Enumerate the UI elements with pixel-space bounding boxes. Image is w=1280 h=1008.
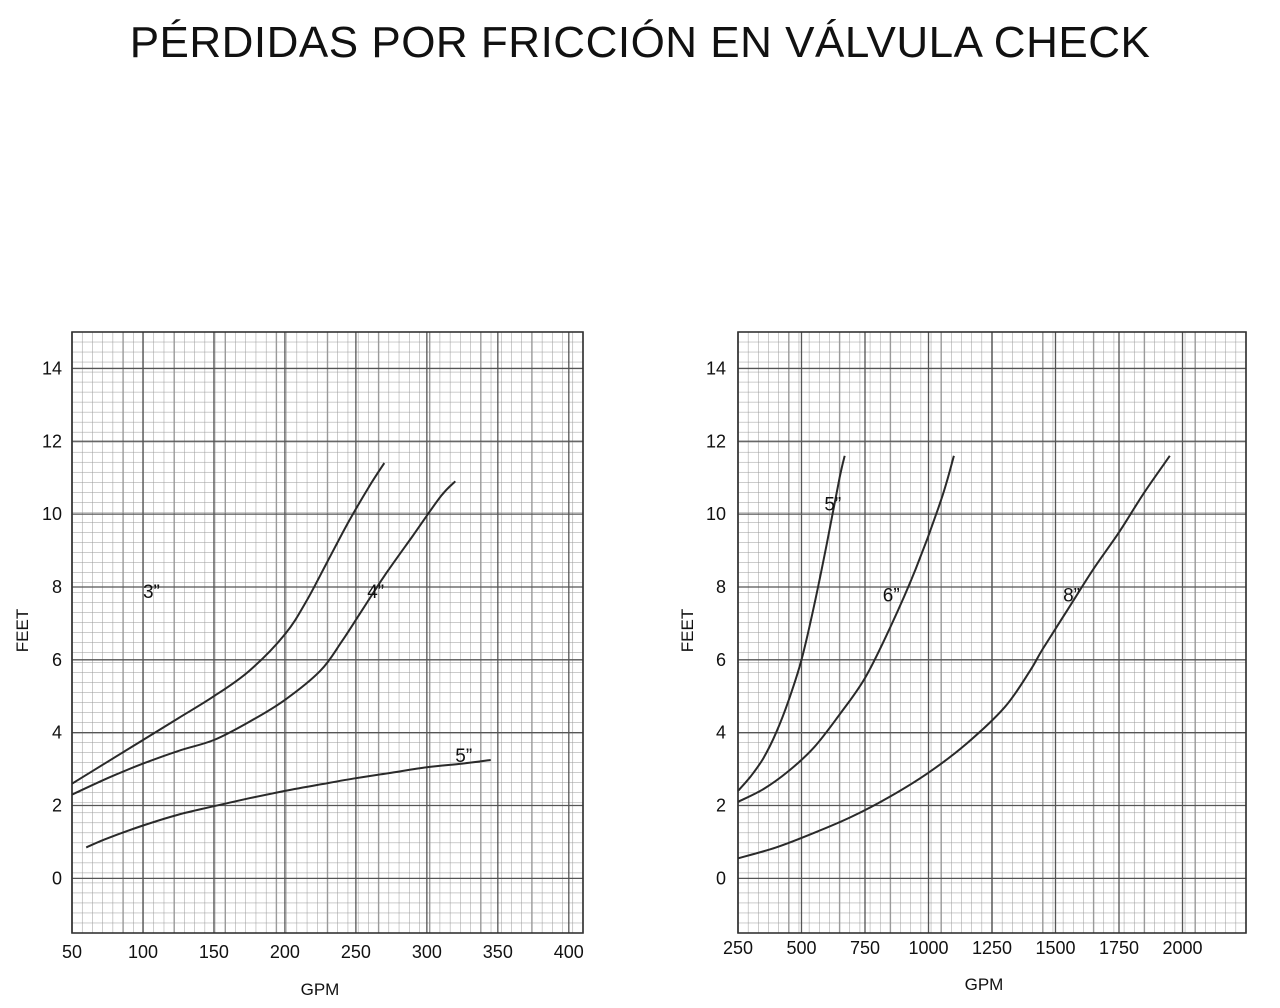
x-tick-label: 1000 — [908, 938, 948, 958]
y-tick-label: 12 — [42, 431, 62, 451]
y-tick-label: 6 — [716, 650, 726, 670]
x-tick-label: 100 — [128, 942, 158, 962]
y-tick-label: 10 — [706, 504, 726, 524]
series-label-2: 5” — [455, 746, 472, 767]
plot-frame — [71, 331, 584, 934]
x-tick-label: 2000 — [1162, 938, 1202, 958]
y-tick-label: 8 — [716, 577, 726, 597]
x-tick-label: 1500 — [1035, 938, 1075, 958]
x-axis-label: GPM — [301, 980, 340, 999]
page-title: PÉRDIDAS POR FRICCIÓN EN VÁLVULA CHECK — [129, 18, 1151, 67]
y-tick-label: 4 — [716, 723, 726, 743]
y-tick-label: 2 — [52, 796, 62, 816]
y-tick-label: 12 — [706, 431, 726, 451]
y-tick-label: 0 — [52, 868, 62, 888]
series-line-1 — [737, 455, 955, 803]
y-axis-label: FEET — [678, 609, 697, 652]
grid — [737, 331, 1247, 934]
y-tick-label: 10 — [42, 504, 62, 524]
series-line-0 — [71, 462, 386, 785]
x-tick-label: 400 — [554, 942, 584, 962]
plot-frame — [737, 331, 1247, 934]
y-tick-label: 14 — [42, 358, 62, 378]
series-label-1: 4” — [367, 582, 384, 603]
y-tick-label: 6 — [52, 650, 62, 670]
chart-left: 50 100 150 200 250 300 350 400 0 2 4 6 8 10 12 14 GPM FEE… — [13, 331, 584, 999]
series-line-1 — [71, 480, 457, 796]
x-tick-label: 750 — [850, 938, 880, 958]
x-tick-label: 350 — [483, 942, 513, 962]
series-line-2 — [85, 759, 491, 849]
x-axis-label: GPM — [965, 975, 1004, 994]
y-tick-label: 0 — [716, 868, 726, 888]
x-tick-label: 250 — [723, 938, 753, 958]
series-label-0: 3” — [143, 582, 160, 603]
y-tick-label: 8 — [52, 577, 62, 597]
y-tick-label: 2 — [716, 796, 726, 816]
x-tick-label: 200 — [270, 942, 300, 962]
x-tick-label: 1250 — [972, 938, 1012, 958]
series-label-1: 6” — [883, 586, 900, 607]
x-tick-label: 300 — [412, 942, 442, 962]
series-line-0 — [737, 455, 846, 792]
series-line-2 — [737, 455, 1171, 860]
x-tick-label: 50 — [62, 942, 82, 962]
x-tick-label: 500 — [786, 938, 816, 958]
grid — [71, 331, 584, 934]
x-tick-label: 150 — [199, 942, 229, 962]
x-tick-label: 1750 — [1099, 938, 1139, 958]
series-label-2: 8” — [1063, 586, 1080, 607]
y-tick-label: 14 — [706, 358, 726, 378]
x-tick-label: 250 — [341, 942, 371, 962]
y-tick-label: 4 — [52, 723, 62, 743]
y-axis-label: FEET — [13, 609, 32, 652]
series-label-0: 5” — [824, 494, 841, 515]
chart-right: 250 500 750 1000 1250 1500 1750 2000 0 2 4 6 8 10 12 14… — [678, 331, 1247, 994]
